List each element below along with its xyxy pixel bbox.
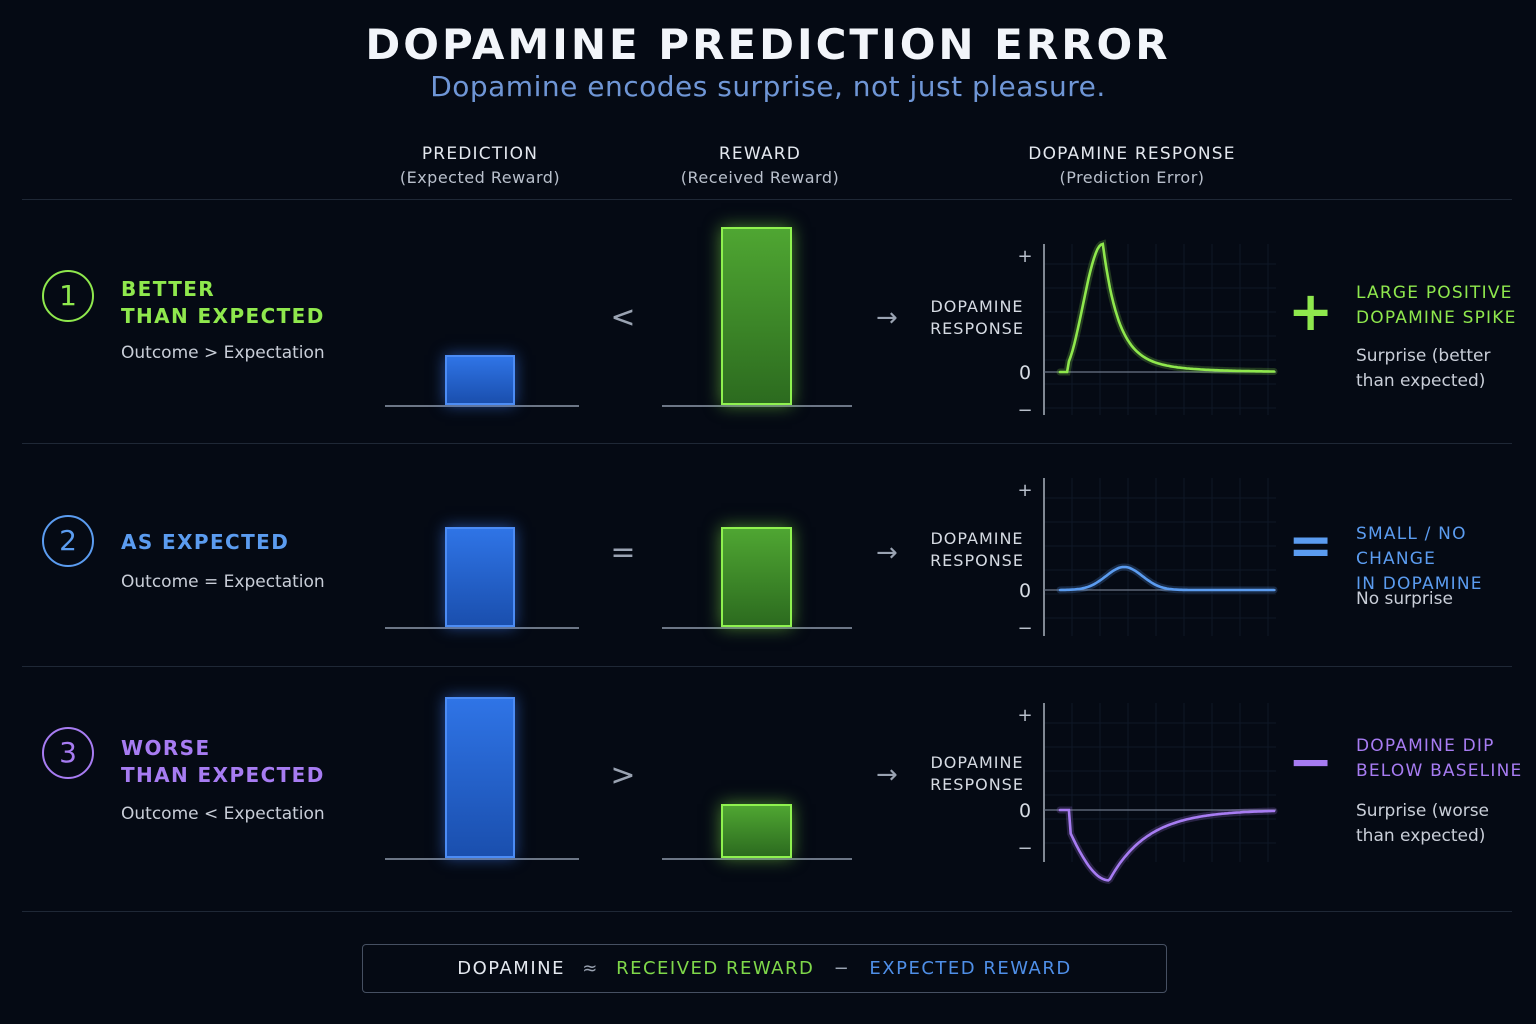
result-note-line1: Surprise (better <box>1356 346 1491 366</box>
result-title-line1: SMALL / NO CHANGE <box>1356 524 1467 569</box>
case-title-line1: WORSE <box>121 736 211 760</box>
result-note-line2: than expected) <box>1356 371 1486 391</box>
case-title-line2: THAN EXPECTED <box>121 763 325 787</box>
response-label-line2: RESPONSE <box>930 319 1024 338</box>
result-note: Surprise (worse than expected) <box>1356 799 1489 849</box>
formula-expected-reward: EXPECTED REWARD <box>869 958 1072 979</box>
response-curve <box>1058 242 1276 374</box>
result-note-line1: No surprise <box>1356 589 1453 609</box>
response-label-line1: DOPAMINE <box>930 529 1024 548</box>
axis-plus-label: + <box>1017 246 1032 267</box>
response-label-line1: DOPAMINE <box>930 753 1024 772</box>
column-header-reward-label: REWARD <box>718 144 802 164</box>
result-note-line2: than expected) <box>1356 826 1486 846</box>
result-title: LARGE POSITIVE DOPAMINE SPIKE <box>1356 281 1517 331</box>
response-label: DOPAMINE RESPONSE <box>922 528 1032 572</box>
page-title: DOPAMINE PREDICTION ERROR <box>365 20 1171 69</box>
response-curve <box>1058 808 1276 882</box>
arrow-icon: → <box>876 760 898 790</box>
header-divider <box>22 199 1512 200</box>
comparison-operator: < <box>610 300 636 335</box>
axis-plus-label: + <box>1017 480 1032 501</box>
prediction-bar <box>445 697 515 858</box>
result-sign-icon: − <box>1288 730 1334 793</box>
column-header-prediction-label: PREDICTION <box>421 144 539 164</box>
reward-bar <box>721 804 792 858</box>
prediction-baseline <box>385 405 579 407</box>
case-title-line1: AS EXPECTED <box>121 530 290 554</box>
axis-minus-label: − <box>1017 838 1032 859</box>
case-title: WORSE THAN EXPECTED <box>121 735 325 789</box>
case-number-badge: 2 <box>42 515 94 567</box>
result-title: SMALL / NO CHANGE IN DOPAMINE <box>1356 522 1536 597</box>
result-title-line1: LARGE POSITIVE <box>1356 283 1513 303</box>
formula-box: DOPAMINE ≈ RECEIVED REWARD − EXPECTED RE… <box>362 944 1167 993</box>
page-subtitle: Dopamine encodes surprise, not just plea… <box>430 70 1106 103</box>
comparison-operator: > <box>610 758 636 793</box>
arrow-icon: → <box>876 538 898 568</box>
response-label-line1: DOPAMINE <box>930 297 1024 316</box>
result-title-line2: BELOW BASELINE <box>1356 761 1523 781</box>
column-header-prediction-sub: (Expected Reward) <box>399 168 561 187</box>
prediction-baseline <box>385 627 579 629</box>
case-number-badge: 3 <box>42 727 94 779</box>
column-header-response-sub: (Prediction Error) <box>1059 168 1205 187</box>
response-label: DOPAMINE RESPONSE <box>922 296 1032 340</box>
response-plot: +0 − <box>1017 239 1278 421</box>
formula-lhs: DOPAMINE <box>457 958 565 979</box>
result-sign-icon: + <box>1288 280 1334 343</box>
case-condition: Outcome < Expectation <box>121 804 325 824</box>
reward-baseline <box>662 627 852 629</box>
comparison-operator: = <box>610 535 636 570</box>
reward-bar <box>721 527 792 627</box>
case-title: BETTER THAN EXPECTED <box>121 276 325 330</box>
case-condition: Outcome > Expectation <box>121 343 325 363</box>
footer-divider <box>22 911 1512 912</box>
axis-minus-label: − <box>1017 400 1032 421</box>
arrow-icon: → <box>876 303 898 333</box>
result-note: Surprise (better than expected) <box>1356 344 1490 394</box>
result-note-line1: Surprise (worse <box>1356 801 1490 821</box>
column-header-prediction: PREDICTION (Expected Reward) <box>380 143 580 189</box>
response-plot: +0 − <box>1017 703 1278 885</box>
prediction-bar <box>445 527 515 627</box>
case-title-line2: THAN EXPECTED <box>121 304 325 328</box>
row-divider <box>22 666 1512 667</box>
response-plot: +0 − <box>1017 478 1278 639</box>
result-title-line2: DOPAMINE SPIKE <box>1356 308 1517 328</box>
case-title: AS EXPECTED <box>121 529 289 556</box>
axis-zero-label: 0 <box>1019 580 1031 602</box>
response-label-line2: RESPONSE <box>930 775 1024 794</box>
column-header-response: DOPAMINE RESPONSE (Prediction Error) <box>1002 143 1262 189</box>
formula-received-reward: RECEIVED REWARD <box>616 958 815 979</box>
reward-bar <box>721 227 792 405</box>
case-condition: Outcome = Expectation <box>121 572 325 592</box>
result-sign-icon: = <box>1288 514 1334 577</box>
result-title-line2: IN DOPAMINE <box>1356 574 1483 594</box>
row-divider <box>22 443 1512 444</box>
column-header-reward-sub: (Received Reward) <box>680 168 840 187</box>
axis-zero-label: 0 <box>1019 362 1031 384</box>
axis-minus-label: − <box>1017 618 1032 639</box>
case-number-badge: 1 <box>42 270 94 322</box>
response-label-line2: RESPONSE <box>930 551 1024 570</box>
response-label: DOPAMINE RESPONSE <box>922 752 1032 796</box>
prediction-baseline <box>385 858 579 860</box>
reward-baseline <box>662 405 852 407</box>
axis-zero-label: 0 <box>1019 800 1031 822</box>
result-title-line1: DOPAMINE DIP <box>1356 736 1495 756</box>
result-note: No surprise <box>1356 587 1453 612</box>
result-title: DOPAMINE DIP BELOW BASELINE <box>1356 734 1522 784</box>
column-header-reward: REWARD (Received Reward) <box>660 143 860 189</box>
reward-baseline <box>662 858 852 860</box>
case-title-line1: BETTER <box>121 277 216 301</box>
formula-approx: ≈ <box>582 958 599 979</box>
prediction-bar <box>445 355 515 405</box>
formula-minus: − <box>833 958 851 979</box>
column-header-response-label: DOPAMINE RESPONSE <box>1028 144 1236 164</box>
response-curve <box>1058 565 1276 592</box>
axis-plus-label: + <box>1017 705 1032 726</box>
